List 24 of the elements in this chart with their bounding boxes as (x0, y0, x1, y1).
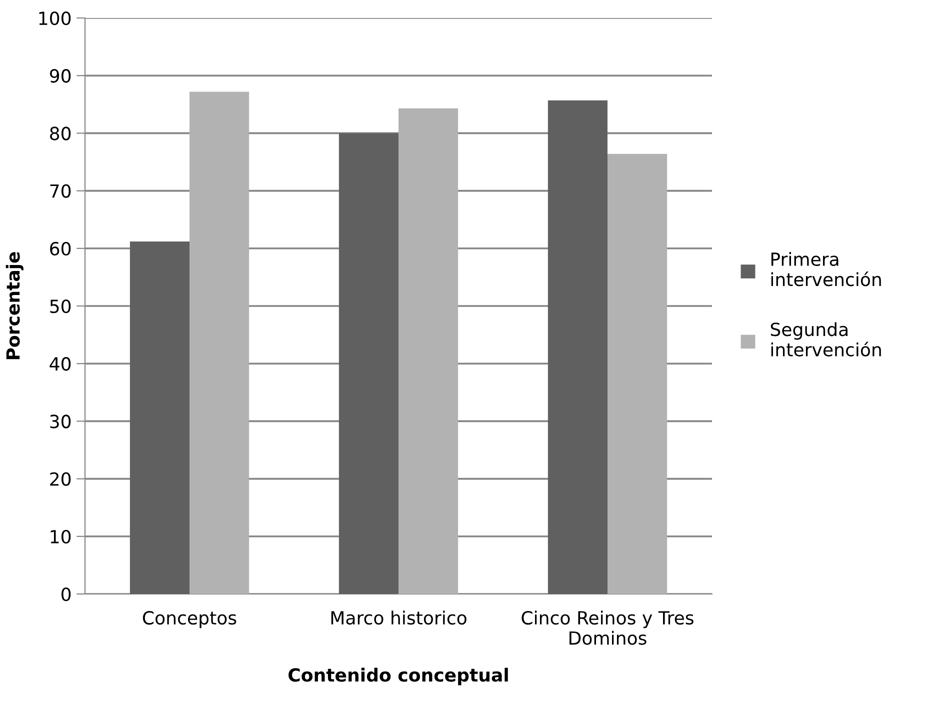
x-tick-label: Cinco Reinos y Tres Dominos (522, 610, 694, 645)
y-tick-label: 90 (50, 69, 71, 83)
bar (130, 241, 190, 594)
bar (190, 92, 250, 594)
bar (398, 108, 458, 594)
y-axis-title: Porcentaje (6, 252, 24, 360)
y-tick-label: 60 (50, 242, 71, 256)
bar (338, 133, 398, 594)
x-tick-label: Conceptos (142, 610, 236, 628)
y-tick-label: 100 (39, 11, 71, 26)
y-tick-label: 30 (50, 414, 71, 428)
y-tick-label: 50 (50, 299, 71, 314)
y-tick-label: 80 (50, 126, 71, 140)
bar (608, 154, 668, 594)
bar (548, 100, 608, 594)
y-tick-label: 20 (50, 472, 71, 486)
x-tick-label: Marco historico (331, 610, 466, 625)
y-tick-label: 40 (50, 357, 71, 371)
legend-label: Primera intervención (771, 252, 881, 286)
y-tick-label: 0 (62, 587, 71, 602)
x-axis-title: Contenido conceptual (288, 668, 508, 686)
y-tick-label: 70 (50, 184, 71, 198)
y-tick-label: 10 (50, 530, 71, 544)
legend-label: Segunda intervención (770, 322, 881, 356)
